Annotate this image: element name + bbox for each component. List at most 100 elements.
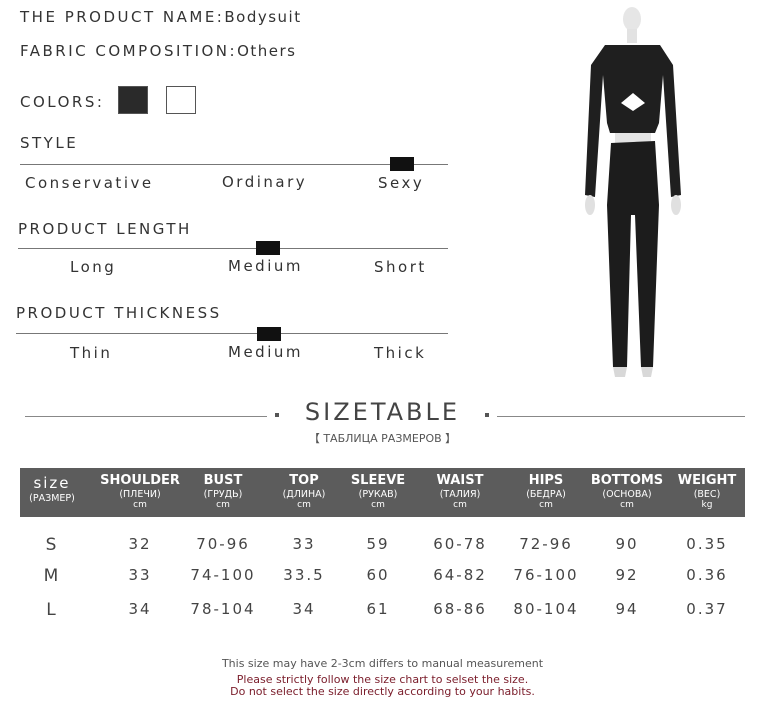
thickness-option: Medium <box>228 343 303 361</box>
table-cell: 78-104 <box>190 600 256 618</box>
column-header: WEIGHT (ВЕС) kg <box>678 468 736 510</box>
color-swatch-white[interactable] <box>166 86 196 114</box>
column-name: BOTTOMS <box>590 473 664 488</box>
colors-label: COLORS: <box>20 93 105 111</box>
title-dot <box>275 413 279 417</box>
column-header: size (РАЗМЕР) <box>29 468 75 504</box>
column-name: BUST <box>203 473 243 488</box>
thickness-scale-line <box>16 333 448 334</box>
thickness-option: Thick <box>374 344 427 362</box>
table-cell: 61 <box>366 600 390 618</box>
table-cell: L <box>46 600 58 620</box>
title-dot <box>485 413 489 417</box>
column-sub: (РАЗМЕР) <box>29 493 75 504</box>
table-cell: 70-96 <box>196 535 250 553</box>
table-cell: S <box>45 535 59 555</box>
thickness-title: PRODUCT THICKNESS <box>16 304 222 322</box>
column-name: WEIGHT <box>677 473 737 488</box>
column-unit: cm <box>539 500 553 510</box>
column-sub: (РУКАВ) <box>358 489 398 500</box>
thickness-marker <box>257 327 281 341</box>
column-unit: cm <box>453 500 467 510</box>
column-name: SLEEVE <box>350 473 406 488</box>
sizetable-header: size (РАЗМЕР) SHOULDER (ПЛЕЧИ) cm BUST (ГРУДЬ)… <box>20 468 745 517</box>
column-name: SHOULDER <box>100 473 180 488</box>
column-name: WAIST <box>436 473 484 488</box>
length-option: Short <box>374 258 427 276</box>
column-name: size <box>33 474 71 492</box>
table-cell: 90 <box>615 535 639 553</box>
table-cell: 33.5 <box>283 566 325 584</box>
table-cell: 0.36 <box>686 566 728 584</box>
column-sub: (ОСНОВА) <box>602 489 652 500</box>
column-sub: (ПЛЕЧИ) <box>119 489 161 500</box>
column-header: SHOULDER (ПЛЕЧИ) cm <box>100 468 180 510</box>
table-cell: 59 <box>366 535 390 553</box>
product-name-row: THE PRODUCT NAME:Bodysuit <box>20 8 302 26</box>
table-cell: 33 <box>292 535 316 553</box>
length-title: PRODUCT LENGTH <box>18 220 192 238</box>
fabric-label: FABRIC COMPOSITION: <box>20 42 238 60</box>
table-cell: 80-104 <box>513 600 579 618</box>
table-cell: 64-82 <box>433 566 487 584</box>
length-scale-line <box>18 248 448 249</box>
table-cell: 68-86 <box>433 600 487 618</box>
table-cell: 0.37 <box>686 600 728 618</box>
table-cell: 34 <box>128 600 152 618</box>
column-unit: cm <box>216 500 230 510</box>
table-cell: 60 <box>366 566 390 584</box>
title-rule-right <box>497 416 745 417</box>
style-scale-line <box>20 164 448 165</box>
product-photo <box>585 7 681 377</box>
color-swatch-black[interactable] <box>118 86 148 114</box>
table-cell: M <box>43 566 61 586</box>
length-option: Medium <box>228 257 303 275</box>
sizetable-title: SIZETABLE <box>304 398 461 426</box>
table-cell: 92 <box>615 566 639 584</box>
column-name: HIPS <box>528 473 564 488</box>
table-cell: 76-100 <box>513 566 579 584</box>
column-name: TOP <box>289 473 319 488</box>
table-cell: 94 <box>615 600 639 618</box>
table-cell: 0.35 <box>686 535 728 553</box>
column-header: BUST (ГРУДЬ) cm <box>204 468 243 510</box>
column-header: SLEEVE (РУКАВ) cm <box>351 468 405 510</box>
note-habits: Do not select the size directly accordin… <box>230 685 535 698</box>
style-option: Conservative <box>25 174 154 192</box>
product-name-label: THE PRODUCT NAME: <box>20 8 225 26</box>
style-option: Ordinary <box>222 173 308 191</box>
column-sub: (БЕДРА) <box>526 489 566 500</box>
column-unit: cm <box>297 500 311 510</box>
column-unit: kg <box>701 500 713 510</box>
column-unit: cm <box>371 500 385 510</box>
column-sub: (ГРУДЬ) <box>203 489 243 500</box>
table-cell: 74-100 <box>190 566 256 584</box>
column-sub: (ВЕС) <box>693 489 721 500</box>
column-sub: (ДЛИНА) <box>282 489 326 500</box>
sizetable-subtitle: 【 ТАБЛИЦА РАЗМЕРОВ 】 <box>308 432 457 445</box>
fabric-row: FABRIC COMPOSITION:Others <box>20 42 296 60</box>
column-header: BOTTOMS (ОСНОВА) cm <box>591 468 663 510</box>
note-follow-chart: Please strictly follow the size chart to… <box>236 673 529 686</box>
table-cell: 72-96 <box>519 535 573 553</box>
column-sub: (ТАЛИЯ) <box>439 489 481 500</box>
column-unit: cm <box>620 500 634 510</box>
table-cell: 34 <box>292 600 316 618</box>
column-header: TOP (ДЛИНА) cm <box>283 468 326 510</box>
column-header: HIPS (БЕДРА) cm <box>526 468 566 510</box>
style-option: Sexy <box>378 174 425 192</box>
style-title: STYLE <box>20 134 79 152</box>
thickness-option: Thin <box>70 344 113 362</box>
table-cell: 60-78 <box>433 535 487 553</box>
title-rule-left <box>25 416 267 417</box>
style-marker <box>390 157 414 171</box>
length-option: Long <box>70 258 117 276</box>
product-name: Bodysuit <box>224 8 302 26</box>
length-marker <box>256 241 280 255</box>
column-unit: cm <box>133 500 147 510</box>
note-measurement: This size may have 2-3cm differs to manu… <box>221 657 544 670</box>
fabric-value: Others <box>237 42 297 60</box>
column-header: WAIST (ТАЛИЯ) cm <box>437 468 484 510</box>
table-cell: 33 <box>128 566 152 584</box>
